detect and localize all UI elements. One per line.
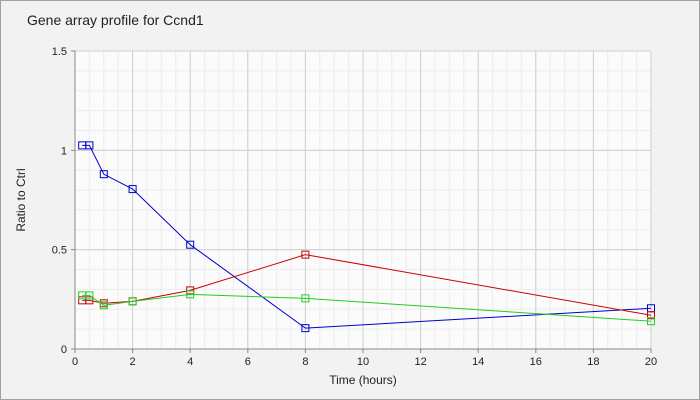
data-point-marker bbox=[128, 297, 137, 306]
x-tick-label: 6 bbox=[245, 356, 251, 368]
x-tick-label: 20 bbox=[645, 356, 657, 368]
data-point-marker bbox=[85, 141, 94, 150]
x-tick-label: 2 bbox=[130, 356, 136, 368]
data-point-marker bbox=[85, 291, 94, 300]
y-tick-label: 0.5 bbox=[52, 245, 67, 257]
tick-labels: 0 2 4 6 8 10 12 14 16 18 20 0 0.5 1 1.5 bbox=[52, 46, 657, 368]
series-3 bbox=[78, 290, 655, 326]
data-point-marker bbox=[99, 170, 108, 179]
y-axis-label: Ratio to Ctrl bbox=[14, 168, 28, 231]
data-point-marker bbox=[186, 290, 195, 299]
data-point-marker bbox=[647, 311, 655, 320]
data-point-marker bbox=[85, 296, 94, 305]
series-line bbox=[82, 293, 652, 322]
data-point-marker bbox=[301, 250, 310, 259]
x-tick-label: 18 bbox=[587, 356, 599, 368]
series-line bbox=[82, 144, 652, 329]
x-tick-label: 0 bbox=[72, 356, 78, 368]
chart-title: Gene array profile for Ccnd1 bbox=[27, 12, 204, 28]
x-tick-label: 4 bbox=[187, 356, 193, 368]
x-tick-label: 10 bbox=[357, 356, 369, 368]
x-tick-label: 16 bbox=[530, 356, 542, 368]
series-1 bbox=[78, 141, 655, 333]
y-tick-label: 1 bbox=[61, 145, 67, 157]
data-point-marker bbox=[647, 317, 655, 326]
y-tick-label: 0 bbox=[61, 344, 67, 356]
axes bbox=[71, 50, 652, 353]
data-point-marker bbox=[301, 294, 310, 303]
data-point-marker bbox=[301, 324, 310, 333]
series-layer bbox=[78, 141, 655, 333]
x-tick-label: 8 bbox=[302, 356, 308, 368]
x-tick-label: 14 bbox=[472, 356, 484, 368]
x-tick-label: 12 bbox=[414, 356, 426, 368]
data-point-marker bbox=[186, 240, 195, 249]
data-point-marker bbox=[128, 185, 137, 194]
x-axis-label: Time (hours) bbox=[329, 373, 397, 387]
data-point-marker bbox=[99, 301, 108, 310]
y-tick-label: 1.5 bbox=[52, 46, 67, 58]
